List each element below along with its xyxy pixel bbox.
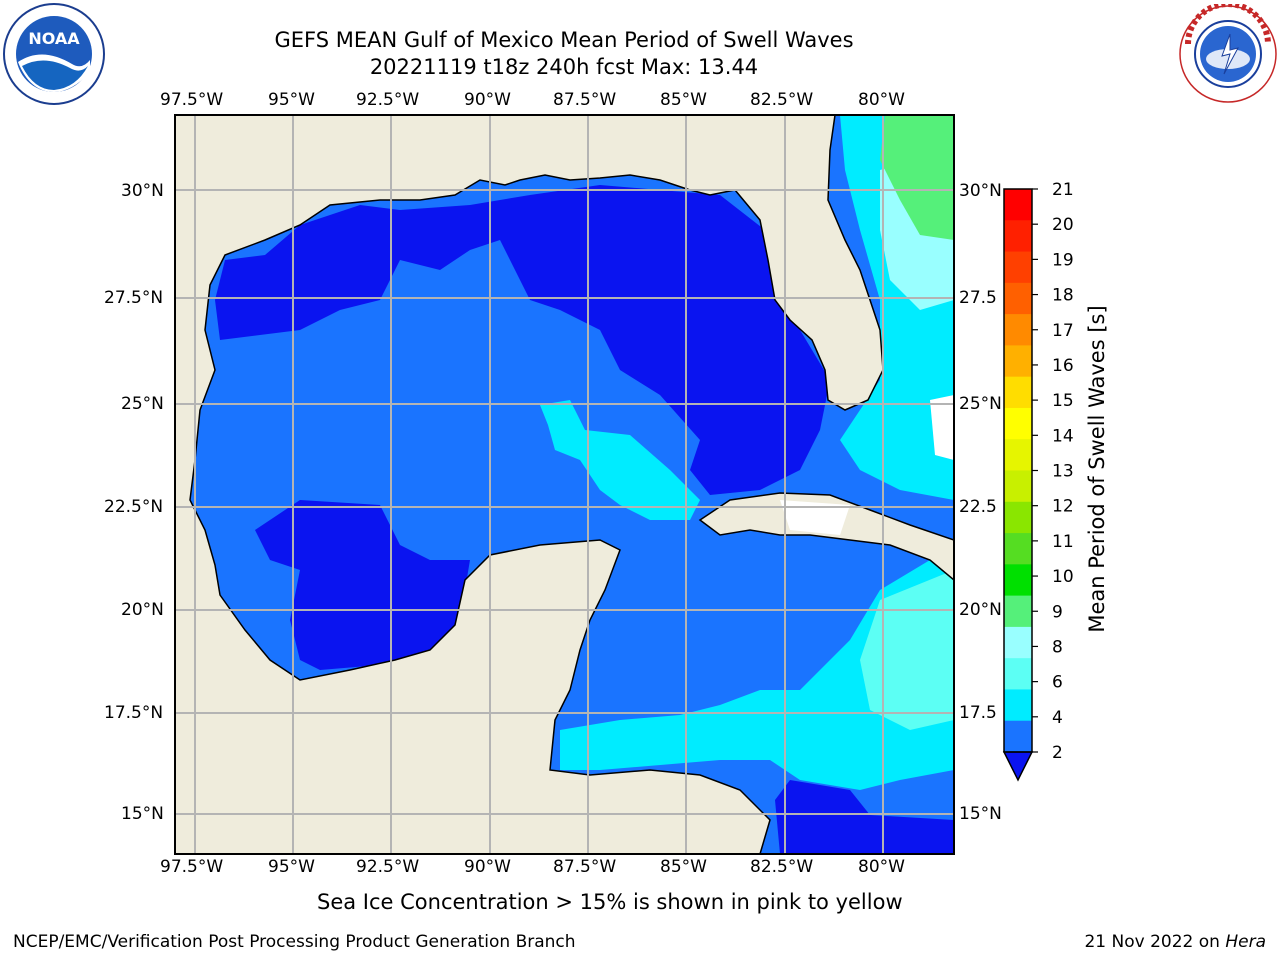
nws-logo [1178,1,1278,104]
lon-label-bottom-92-5: 92.5°W [356,857,420,877]
lon-label-bottom-80: 80°W [858,857,905,877]
land-cuba [698,492,954,581]
colorbar-tick-label: 21 [1052,180,1074,200]
colorbar-segment [1004,282,1032,315]
lon-label-bottom-90: 90°W [464,857,511,877]
swell-region-caribbean-cyan [560,550,954,790]
lat-label-right-27-5: 27.5 [959,288,997,308]
lon-label-bottom-95: 95°W [268,857,315,877]
lon-label-top-95: 95°W [268,90,315,110]
lon-label-bottom-85: 85°W [660,857,707,877]
lon-label-top-80: 80°W [858,90,905,110]
colorbar-tick-label: 19 [1052,250,1074,270]
lat-label-right-30: 30°N [959,181,1002,201]
colorbar-tick-label: 17 [1052,321,1074,341]
lon-label-top-85: 85°W [660,90,707,110]
colorbar-tick-label: 6 [1052,673,1063,693]
lon-label-top-82-5: 82.5°W [750,90,814,110]
colorbar-segment [1004,407,1032,440]
colorbar-tick-label: 9 [1052,602,1063,622]
swell-region-yucatan-cyan [540,400,700,520]
colorbar-segment [1004,220,1032,253]
colorbar-tick-label: 14 [1052,426,1074,446]
colorbar-segment [1004,533,1032,565]
colorbar-segment [1004,720,1032,753]
noaa-logo: NOAA [2,2,106,106]
colorbar-tick-label: 10 [1052,567,1074,587]
colorbar-tick-label: 16 [1052,356,1074,376]
colorbar-tick-label: 2 [1052,743,1063,763]
colorbar-segment [1004,439,1032,471]
lat-label-left-15: 15°N [121,804,164,824]
lon-label-top-92-5: 92.5°W [356,90,420,110]
noaa-logo-text: NOAA [28,29,80,48]
lon-label-top-87-5: 87.5°W [553,90,617,110]
colorbar-segment [1004,595,1032,628]
colorbar-segment [1004,689,1032,722]
footer-host: Hera [1225,932,1266,952]
lat-label-right-25: 25°N [959,394,1002,414]
colorbar-extension [1002,751,1034,782]
colorbar-label: Mean Period of Swell Waves [s] [1085,305,1109,633]
lat-label-left-30: 30°N [121,181,164,201]
colorbar-tick-label: 11 [1052,532,1074,552]
map-frame [174,114,955,855]
colorbar-tick-label: 8 [1052,637,1063,657]
colorbar-segment [1004,501,1032,534]
colorbar-segment [1004,470,1032,503]
colorbar-tick-label: 4 [1052,708,1063,728]
footer-date: 21 Nov 2022 on [1084,932,1226,952]
lat-label-left-25: 25°N [121,394,164,414]
swell-region-southwest-dark [255,500,470,670]
lat-label-right-17-5: 17.5 [959,703,997,723]
lat-label-left-20: 20°N [121,600,164,620]
colorbar-segment [1004,314,1032,346]
land-north-america [175,115,884,854]
lat-label-left-27-5: 27.5°N [104,288,164,308]
colorbar-tick-label: 18 [1052,286,1074,306]
land-florida-keys-gap [930,395,954,460]
lat-label-right-20: 20°N [959,600,1002,620]
swell-region-southeast-dark [775,780,954,854]
colorbar-segment [1004,345,1032,378]
colorbar-tick-label: 20 [1052,215,1074,235]
chart-subtitle: 20221119 t18z 240h fcst Max: 13.44 [369,55,759,79]
colorbar-segment [1004,564,1032,597]
lon-label-bottom-97-5: 97.5°W [160,857,224,877]
lon-label-top-90: 90°W [464,90,511,110]
map-area [175,115,954,854]
lon-label-bottom-82-5: 82.5°W [750,857,814,877]
colorbar-segment [1004,189,1032,221]
lat-label-right-22-5: 22.5 [959,497,997,517]
swell-region-north-dark [215,185,830,495]
lon-label-top-97-5: 97.5°W [160,90,224,110]
colorbar-segment [1004,376,1032,409]
colorbar: 21 20 19 18 17 16 15 14 13 12 11 10 9 8 6 4 2 [1002,180,1074,782]
land-bahamas [780,500,850,535]
map-gridlines [175,115,954,854]
lat-label-left-17-5: 17.5°N [104,703,164,723]
sea-ice-caption: Sea Ice Concentration > 15% is shown in … [317,890,903,914]
lon-label-bottom-87-5: 87.5°W [553,857,617,877]
footer-right: 21 Nov 2022 on Hera [1084,932,1266,952]
colorbar-tick-label: 12 [1052,497,1074,517]
chart-title: GEFS MEAN Gulf of Mexico Mean Period of … [274,28,854,52]
footer-left: NCEP/EMC/Verification Post Processing Pr… [13,932,576,952]
colorbar-tick-label: 13 [1052,462,1074,482]
colorbar-segment [1004,251,1032,284]
swell-region-atlantic-green [880,115,954,240]
lat-label-left-22-5: 22.5°N [104,497,164,517]
lat-label-right-15: 15°N [959,804,1002,824]
colorbar-segment [1004,626,1032,659]
colorbar-tick-label: 15 [1052,391,1074,411]
colorbar-segment [1004,658,1032,690]
